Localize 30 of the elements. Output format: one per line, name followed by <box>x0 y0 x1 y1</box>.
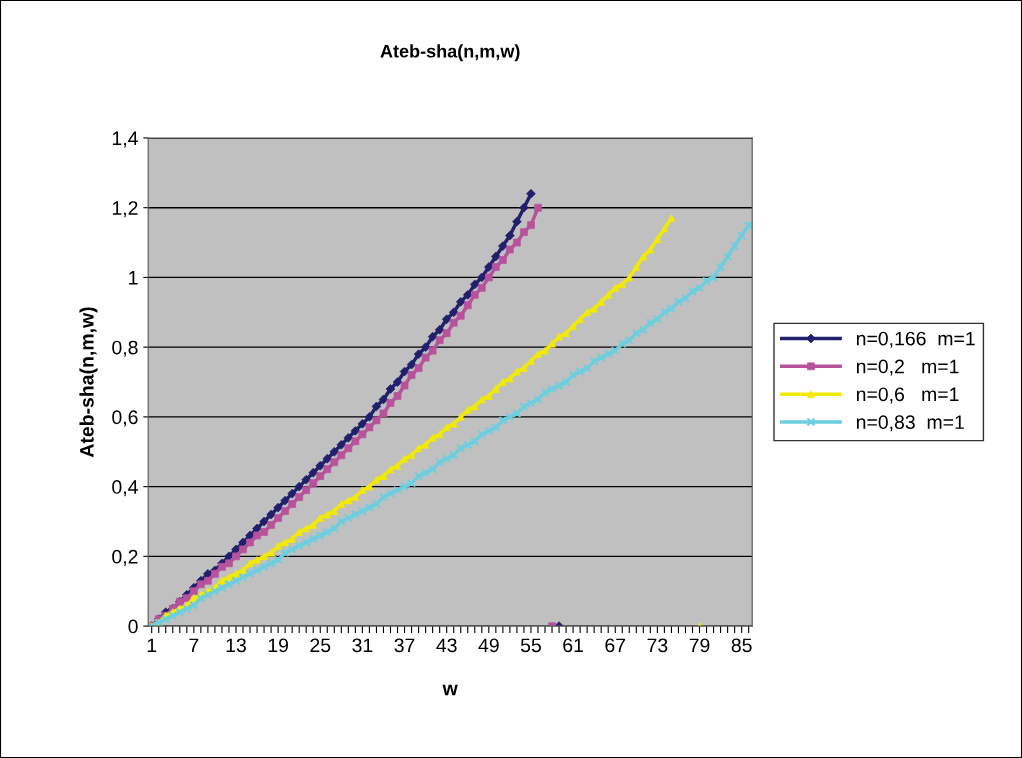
x-tick-label: 43 <box>436 638 457 653</box>
y-tick-label: 0,2 <box>112 549 138 566</box>
x-tick-label: 25 <box>310 638 331 653</box>
x-tick-label: 55 <box>520 638 541 653</box>
x-tick-label: 31 <box>352 638 373 653</box>
x-axis-title: w <box>442 684 458 696</box>
y-axis-title: Ateb-sha(n,m,w) <box>79 307 98 458</box>
legend-label: n=0,6 m=1 <box>856 387 959 404</box>
x-tick-label: 19 <box>268 638 289 653</box>
x-tick-label: 73 <box>647 638 668 653</box>
chart-title: Ateb-sha(n,m,w) <box>380 44 520 62</box>
y-tick-label: 0,6 <box>112 410 138 427</box>
x-tick-label: 37 <box>394 638 415 653</box>
y-tick-label: 0,8 <box>112 340 138 357</box>
x-tick-label: 67 <box>605 638 626 653</box>
x-tick-label: 49 <box>478 638 499 653</box>
x-tick-label: 13 <box>226 638 246 653</box>
y-tick-label: 0 <box>128 619 138 634</box>
y-tick-label: 1 <box>129 271 138 285</box>
x-tick-label: 7 <box>189 638 199 652</box>
y-tick-label: 1,4 <box>112 131 138 148</box>
x-tick-label: 85 <box>731 638 752 653</box>
legend-label: n=0,83 m=1 <box>856 415 964 432</box>
y-tick-label: 1,2 <box>112 201 138 218</box>
y-tick-label: 0,4 <box>112 480 138 497</box>
x-tick-label: 61 <box>563 638 583 653</box>
x-tick-label: 1 <box>147 638 157 652</box>
x-tick-label: 79 <box>689 638 710 653</box>
legend-label: n=0,2 m=1 <box>856 359 959 376</box>
legend-label: n=0,166 m=1 <box>856 331 975 348</box>
